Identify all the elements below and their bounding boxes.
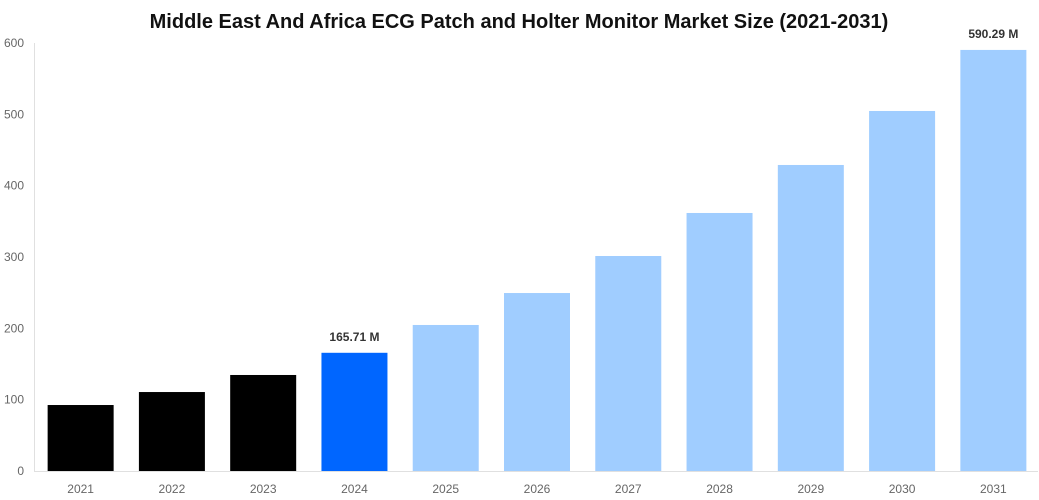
x-tick-label: 2030	[889, 482, 916, 496]
y-tick-label: 0	[17, 464, 24, 478]
x-tick-label: 2029	[797, 482, 824, 496]
chart-title: Middle East And Africa ECG Patch and Hol…	[150, 11, 889, 33]
bar-2031	[960, 49, 1027, 472]
bar-2027	[595, 256, 662, 471]
data-label: 590.29 M	[968, 27, 1018, 41]
y-tick-label: 200	[4, 321, 24, 335]
x-tick-label: 2024	[341, 482, 368, 496]
bar-2023	[230, 374, 297, 471]
x-tick-label: 2022	[159, 482, 186, 496]
bar-2024	[321, 352, 388, 471]
y-tick-label: 100	[4, 393, 24, 407]
x-tick-label: 2028	[706, 482, 733, 496]
x-tick-label: 2031	[980, 482, 1007, 496]
bar-2021	[47, 405, 114, 471]
bar-2029	[777, 164, 844, 472]
y-tick-label: 400	[4, 179, 24, 193]
bar-2026	[504, 293, 570, 471]
y-tick-label: 500	[4, 107, 24, 121]
y-tick-label: 300	[4, 250, 24, 264]
bar-2030	[869, 110, 936, 472]
data-label: 165.71 M	[329, 330, 379, 344]
x-tick-label: 2027	[615, 482, 642, 496]
bar-2022	[138, 392, 205, 471]
y-tick-label: 600	[4, 36, 24, 50]
bar-2025	[412, 324, 479, 471]
x-tick-label: 2021	[67, 482, 94, 496]
x-tick-label: 2025	[432, 482, 459, 496]
x-tick-label: 2023	[250, 482, 277, 496]
bar-2028	[686, 212, 753, 471]
x-tick-label: 2026	[524, 482, 551, 496]
